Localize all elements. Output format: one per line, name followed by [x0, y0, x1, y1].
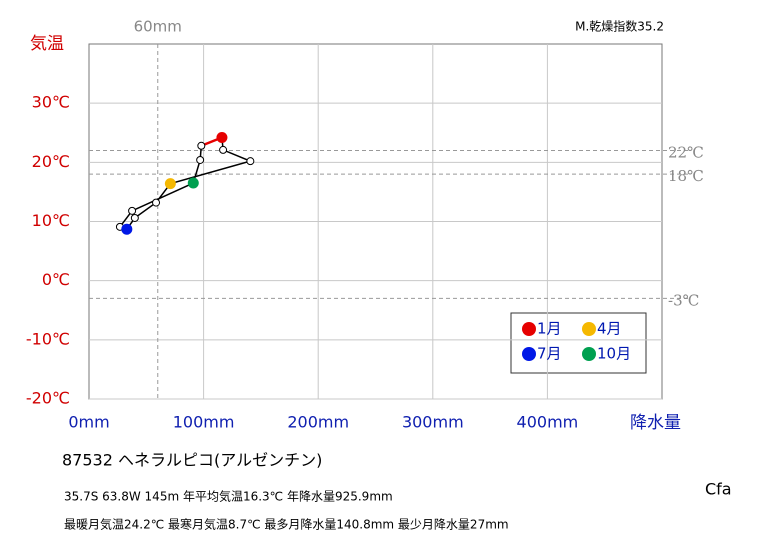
- reference-label: 22℃: [668, 144, 704, 162]
- month-point: [196, 155, 205, 164]
- month-point: [216, 131, 228, 143]
- month-point: [152, 198, 161, 207]
- climate-code: Cfa: [705, 480, 732, 499]
- aridity-index: M.乾燥指数35.2: [575, 19, 664, 34]
- note: 最暖月気温24.2℃ 最寒月気温8.7℃ 最多月降水量140.8mm 最少月降水…: [64, 517, 509, 532]
- x-tick-label: 200mm: [287, 413, 349, 432]
- y-tick-label: 30℃: [32, 93, 70, 112]
- x-tick-label: 0mm: [68, 413, 109, 432]
- month-point: [121, 223, 133, 235]
- legend-label: 10月: [597, 345, 631, 363]
- x-axis-label: 降水量: [630, 413, 681, 433]
- y-tick-label: 20℃: [32, 152, 70, 171]
- y-tick-label: -10℃: [26, 329, 70, 348]
- note: 35.7S 63.8W 145m 年平均気温16.3℃ 年降水量925.9mm: [64, 489, 393, 504]
- month-point: [187, 177, 199, 189]
- legend-label: 4月: [597, 320, 622, 338]
- legend-box: [510, 312, 647, 374]
- climate-line: [118, 137, 253, 231]
- month-point: [246, 157, 255, 166]
- y-tick-label: 0℃: [42, 270, 70, 289]
- station: 87532 ヘネラルピコ(アルゼンチン): [62, 451, 322, 470]
- month-point: [130, 213, 139, 222]
- x-tick-label: 300mm: [402, 413, 464, 432]
- y-tick-label: 10℃: [32, 211, 70, 230]
- legend-marker: [582, 347, 596, 361]
- month-point: [128, 206, 137, 215]
- x-tick-label: 100mm: [173, 413, 235, 432]
- legend-marker: [582, 322, 596, 336]
- month-point: [197, 141, 206, 150]
- legend-label: 7月: [537, 345, 562, 363]
- month-point: [219, 145, 228, 154]
- x-tick-label: 400mm: [517, 413, 579, 432]
- month-point: [164, 178, 176, 190]
- y-axis-label: 気温: [30, 34, 64, 54]
- legend-marker: [522, 347, 536, 361]
- legend-marker: [522, 322, 536, 336]
- reference-label: 18℃: [668, 167, 704, 185]
- legend-label: 1月: [537, 320, 562, 338]
- reference-label: 60mm: [134, 18, 182, 36]
- y-tick-label: -20℃: [26, 389, 70, 408]
- reference-label: -3℃: [668, 291, 699, 309]
